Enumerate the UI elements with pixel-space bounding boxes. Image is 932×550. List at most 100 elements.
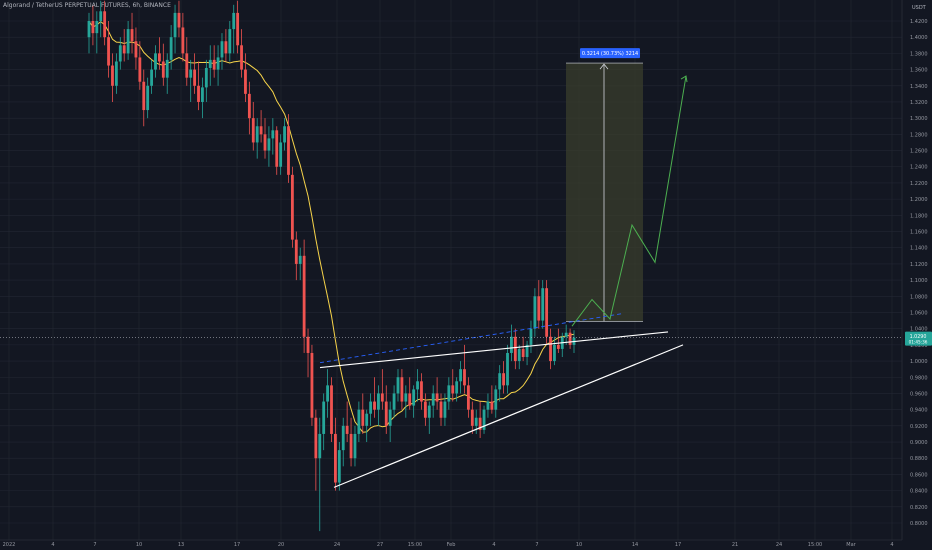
candle-body	[427, 405, 431, 418]
time-tick: 10	[136, 542, 142, 548]
time-tick: 24	[334, 542, 340, 548]
time-tick: 20	[278, 542, 284, 548]
candle-body	[447, 385, 451, 402]
candle-body	[455, 381, 459, 394]
candle-body	[314, 417, 318, 459]
time-axis[interactable]: 2022 4 7 10 13 17 20 24 27 15:00 Feb 4 7 10 14 17 21 24 15…	[0, 539, 932, 550]
candle-body	[349, 433, 353, 459]
candle-body	[482, 409, 486, 430]
price-tick: 1.4200	[910, 19, 928, 25]
candle-body	[486, 401, 490, 410]
candle-body	[431, 393, 435, 406]
candle-body	[310, 352, 314, 418]
price-axis[interactable]: 1.4200 1.4000 1.3800 1.3600 1.3400 1.3200 1.30…	[901, 0, 932, 550]
time-tick: 10	[576, 542, 582, 548]
time-tick: 4	[51, 542, 54, 548]
projection-path	[571, 75, 688, 327]
candle-body	[142, 81, 146, 111]
candle-body	[298, 255, 302, 264]
price-tick: 1.1400	[910, 246, 928, 252]
candle-body	[525, 344, 529, 358]
price-tick: 1.4000	[910, 35, 928, 41]
candle-body	[510, 336, 513, 353]
price-tick: 1.0800	[910, 294, 928, 300]
candle-body	[302, 255, 306, 337]
candle-body	[294, 239, 298, 264]
price-tick: 0.9200	[910, 424, 928, 430]
candle-body	[541, 288, 545, 321]
price-tick: 0.8200	[910, 505, 928, 511]
ma-line	[88, 20, 575, 433]
price-tick: 0.8600	[910, 472, 928, 478]
candle-body	[138, 57, 142, 82]
candle-body	[533, 296, 537, 329]
candle-body	[201, 87, 204, 102]
current-price-countdown: 01:45:36	[909, 340, 928, 345]
price-tick: 1.0400	[910, 327, 928, 333]
price-tick: 1.0000	[910, 359, 928, 365]
candle-body	[169, 37, 173, 60]
candle-body	[103, 11, 107, 38]
candle-body	[224, 41, 228, 54]
candle-body	[255, 126, 259, 143]
candle-body	[568, 332, 572, 345]
candle-body	[400, 377, 404, 402]
time-tick: 24	[776, 542, 782, 548]
candle-body	[404, 393, 408, 402]
candle-body	[99, 11, 103, 21]
projection-arrow-head	[680, 75, 688, 83]
candle-body	[361, 409, 365, 426]
candle-body	[232, 12, 236, 30]
candle-body	[506, 352, 509, 386]
candle-body	[150, 69, 153, 86]
price-tick: 0.9000	[910, 440, 928, 446]
candle-body	[318, 433, 322, 459]
price-tick: 1.2600	[910, 149, 928, 155]
candle-body	[408, 393, 412, 406]
price-tick: 1.2000	[910, 197, 928, 203]
candles	[87, 0, 576, 532]
candle-body	[204, 67, 208, 88]
candle-body	[345, 425, 349, 434]
candle-body	[556, 344, 560, 349]
current-price-badge	[905, 331, 932, 346]
candle-body	[244, 69, 247, 94]
candle-body	[181, 27, 185, 54]
candle-body	[423, 401, 427, 418]
candle-body	[263, 134, 267, 151]
candle-body	[470, 409, 474, 426]
candle-body	[380, 393, 384, 402]
candle-body	[259, 126, 263, 135]
time-tick: 7	[93, 542, 96, 548]
trendlines	[0, 62, 902, 488]
time-tick: 7	[535, 542, 538, 548]
price-tick: 0.8000	[910, 521, 928, 527]
price-tick: 1.0200	[910, 343, 928, 349]
time-tick: 4	[492, 542, 495, 548]
price-tick: 1.1000	[910, 278, 928, 284]
time-axis-bg	[0, 540, 932, 550]
time-tick: 4	[890, 542, 893, 548]
candle-body	[420, 381, 423, 402]
candle-body	[271, 130, 275, 139]
candle-body	[247, 93, 251, 119]
candle-body	[353, 433, 357, 459]
candle-body	[337, 450, 341, 483]
price-tick: 1.3000	[910, 116, 928, 122]
time-tick: 17	[675, 542, 681, 548]
candle-body	[388, 409, 392, 426]
current-price-value: 1.0290	[910, 334, 927, 340]
candle-body	[197, 85, 200, 102]
price-tick: 1.2200	[910, 181, 928, 187]
candle-body	[154, 53, 157, 70]
candle-body	[267, 138, 271, 151]
target-box	[566, 63, 643, 322]
candle-body	[521, 348, 525, 358]
grid	[0, 0, 902, 540]
candle-body	[220, 41, 224, 58]
time-tick: 2022	[3, 542, 16, 548]
candle-body	[416, 381, 419, 390]
candle-body	[228, 29, 232, 54]
candle-body	[549, 336, 552, 362]
